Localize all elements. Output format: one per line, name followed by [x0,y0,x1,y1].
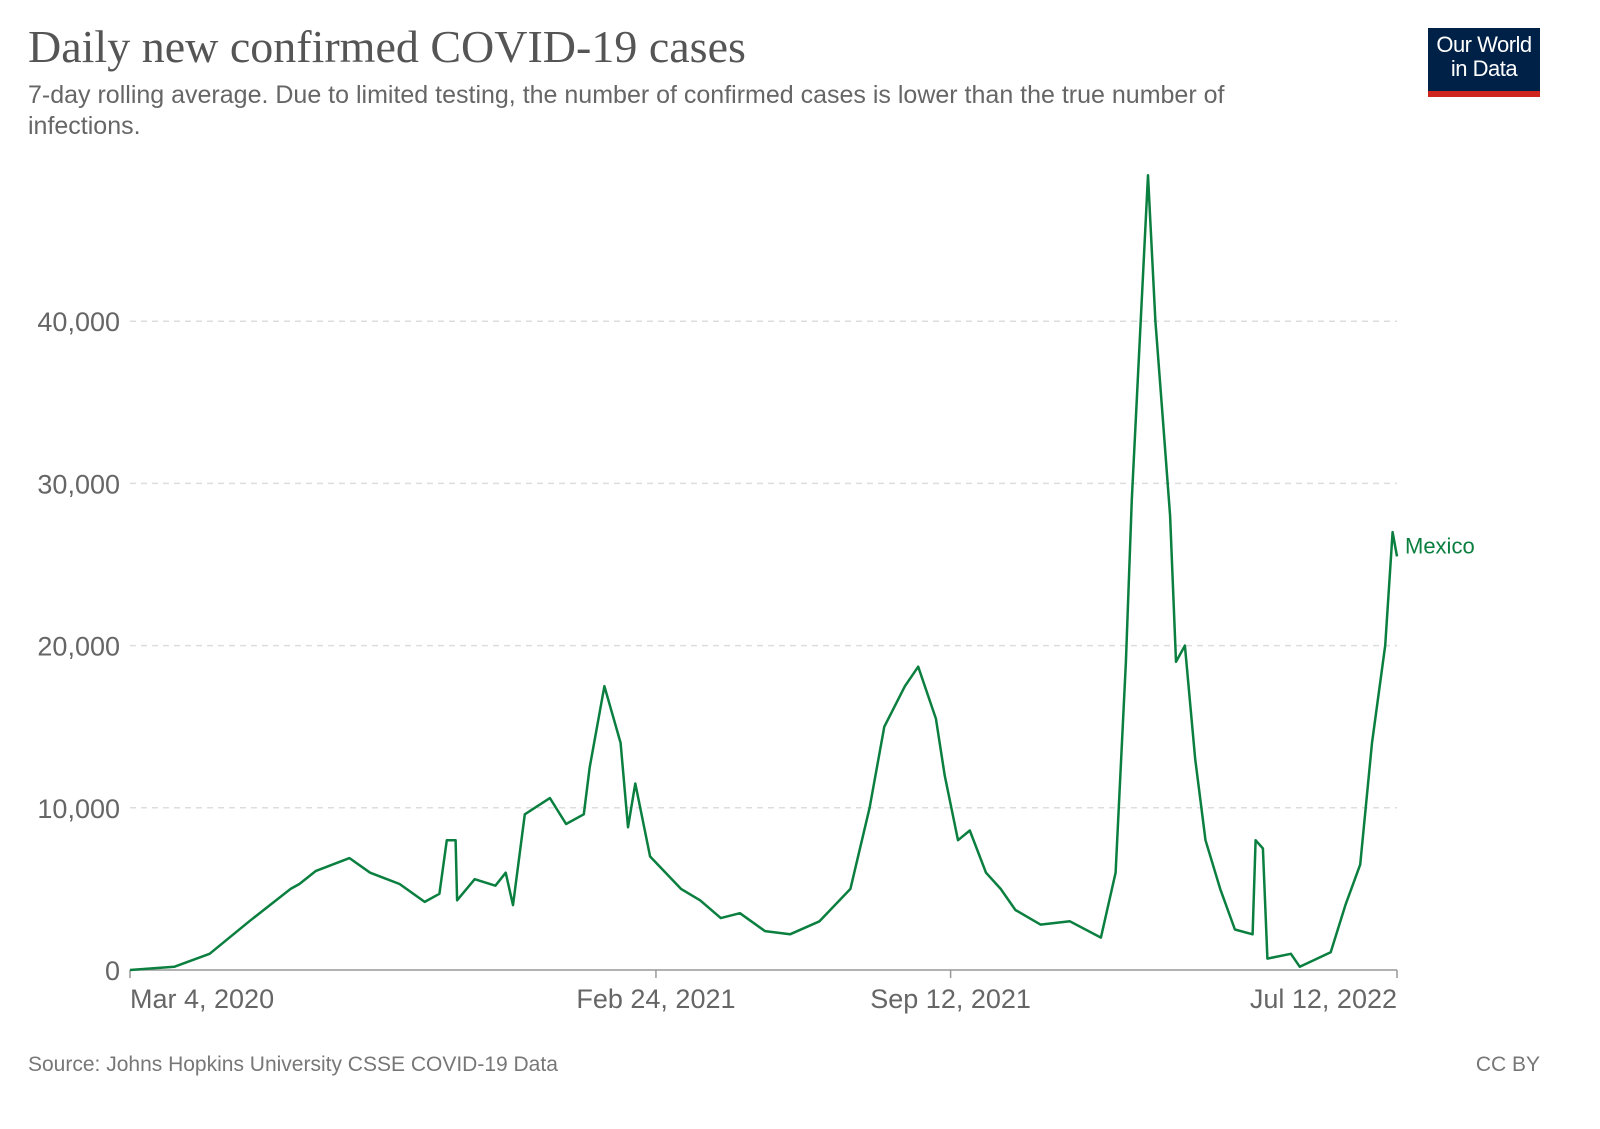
chart-subtitle: 7-day rolling average. Due to limited te… [28,81,1225,140]
series-label: Mexico [1405,533,1475,558]
y-tick-label: 0 [105,956,120,986]
x-tick-label: Mar 4, 2020 [130,984,274,1014]
license: CC BY [1475,1053,1540,1076]
x-tick-label: Jul 12, 2022 [1250,984,1397,1014]
x-tick-label: Feb 24, 2021 [576,984,735,1014]
logo-line: in Data [1450,56,1518,81]
chart-title: Daily new confirmed COVID-19 cases [28,21,746,72]
y-tick-label: 40,000 [37,307,120,337]
y-tick-label: 10,000 [37,794,120,824]
logo-line: Our World [1436,32,1532,57]
y-tick-label: 30,000 [37,469,120,499]
source: Source: Johns Hopkins University CSSE CO… [28,1053,558,1076]
x-tick-label: Sep 12, 2021 [870,984,1031,1014]
y-tick-label: 20,000 [37,632,120,662]
series-line [129,173,1399,972]
logo: Our World in Data [1428,28,1540,97]
